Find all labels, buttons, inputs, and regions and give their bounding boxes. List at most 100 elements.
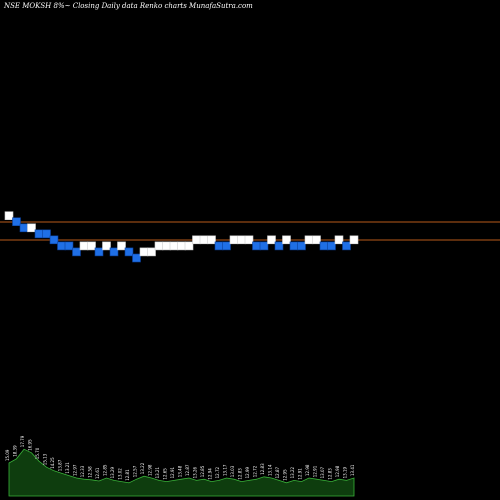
volume-label: 12.98 — [305, 464, 310, 476]
volume-label: 13.02 — [118, 468, 123, 480]
up-brick — [139, 247, 149, 257]
volume-area — [8, 448, 355, 497]
volume-label: 13.41 — [350, 464, 355, 476]
volume-label: 12.81 — [125, 469, 130, 481]
volume-label: 13.22 — [290, 466, 295, 478]
down-brick — [94, 247, 104, 257]
down-brick — [109, 247, 119, 257]
volume-label: 13.87 — [58, 459, 63, 471]
volume-label: 12.91 — [170, 466, 175, 478]
up-brick — [87, 241, 96, 251]
up-brick — [4, 211, 14, 220]
down-brick — [132, 253, 141, 263]
up-brick — [304, 235, 314, 245]
volume-area-path — [8, 448, 355, 497]
down-brick — [12, 217, 21, 226]
up-brick — [117, 241, 126, 251]
volume-label: 13.17 — [223, 464, 228, 476]
up-brick — [192, 235, 201, 245]
volume-label: 13.07 — [320, 466, 325, 478]
volume-label: 12.94 — [208, 468, 213, 480]
down-brick — [252, 241, 261, 251]
volume-label: 13.21 — [155, 466, 160, 478]
volume-label: 16.95 — [28, 439, 33, 451]
up-brick — [147, 247, 156, 257]
volume-label: 12.72 — [253, 465, 258, 477]
down-brick — [274, 241, 284, 251]
volume-label: 17.79 — [20, 435, 25, 447]
volume-label: 12.61 — [95, 467, 100, 479]
volume-label: 12.85 — [200, 465, 205, 477]
down-brick — [72, 247, 81, 257]
down-brick — [19, 223, 29, 233]
down-brick — [42, 229, 51, 239]
up-brick — [79, 241, 89, 251]
down-brick — [289, 241, 299, 251]
volume-label: 12.65 — [163, 468, 168, 480]
volume-label: 12.72 — [215, 466, 220, 478]
down-brick — [222, 241, 231, 251]
up-brick — [229, 235, 239, 245]
volume-label: 12.91 — [313, 465, 318, 477]
volume-label: 12.97 — [73, 464, 78, 476]
up-brick — [199, 235, 209, 245]
renko-bricks — [4, 211, 359, 263]
up-brick — [244, 235, 254, 245]
up-brick — [334, 235, 344, 245]
volume-label: 12.98 — [335, 465, 340, 477]
volume-label: 18.39 — [13, 445, 18, 457]
up-brick — [162, 241, 171, 251]
volume-label: 12.83 — [260, 463, 265, 475]
volume-label: 15.70 — [35, 447, 40, 459]
volume-label: 13.26 — [193, 466, 198, 478]
volume-label: 13.29 — [110, 466, 115, 478]
volume-label: 12.57 — [133, 465, 138, 477]
down-brick — [259, 241, 269, 251]
volume-label: 12.58 — [88, 466, 93, 478]
volume-label: 13.48 — [178, 465, 183, 477]
volume-label: 12.83 — [238, 468, 243, 480]
up-brick — [102, 241, 111, 251]
up-brick — [169, 241, 179, 251]
down-brick — [124, 247, 134, 257]
volume-label: 13.14 — [268, 464, 273, 476]
down-brick — [319, 241, 329, 251]
volume-label: 12.99 — [245, 466, 250, 478]
volume-label: 12.98 — [148, 464, 153, 476]
up-brick — [207, 235, 216, 245]
volume-label: 13.22 — [140, 462, 145, 474]
down-brick — [57, 241, 66, 251]
volume-label: 13.03 — [230, 465, 235, 477]
volume-label: 12.85 — [103, 464, 108, 476]
up-brick — [267, 235, 276, 245]
up-brick — [237, 235, 246, 245]
down-brick — [327, 241, 336, 251]
volume-label: 14.25 — [50, 457, 55, 469]
up-brick — [184, 241, 194, 251]
volume-label: 12.87 — [185, 464, 190, 476]
up-brick — [312, 235, 321, 245]
down-brick — [342, 241, 351, 251]
volume-label: 12.83 — [328, 468, 333, 480]
down-brick — [214, 241, 224, 251]
chart-title: NSE MOKSH 8%~ Closing Daily data Renko c… — [4, 2, 253, 10]
up-brick — [27, 223, 36, 233]
volume-label: 12.33 — [80, 465, 85, 477]
up-brick — [282, 235, 291, 245]
volume-label: 13.21 — [65, 462, 70, 474]
volume-label: 15.13 — [43, 453, 48, 465]
up-brick — [154, 241, 164, 251]
volume-label: 15.09 — [5, 449, 10, 461]
down-brick — [297, 241, 306, 251]
volume-label: 12.91 — [298, 468, 303, 480]
volume-label: 12.95 — [283, 469, 288, 481]
down-brick — [64, 241, 74, 251]
down-brick — [49, 235, 59, 245]
volume-label: 13.19 — [343, 466, 348, 478]
down-brick — [34, 229, 44, 239]
up-brick — [349, 235, 359, 245]
volume-label: 12.87 — [275, 466, 280, 478]
up-brick — [177, 241, 186, 251]
